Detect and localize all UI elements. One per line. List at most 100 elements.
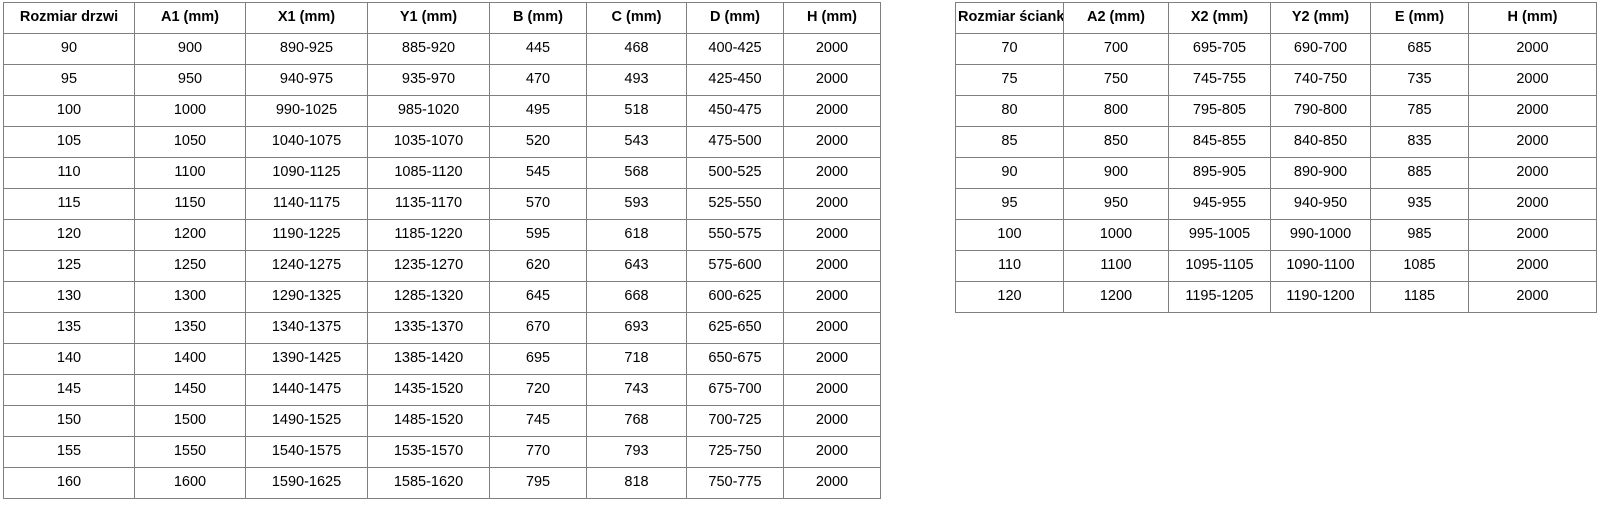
table-cell: 120 xyxy=(955,281,1064,313)
table-cell: 795 xyxy=(489,467,587,499)
table-cell: 625-650 xyxy=(686,312,784,344)
table-cell: 2000 xyxy=(1468,126,1597,158)
doors-table-container: Rozmiar drzwi A1 (mm) X1 (mm) Y1 (mm) B (mm)… xyxy=(3,2,881,499)
table-cell: 1490-1525 xyxy=(245,405,368,437)
table-cell: 940-975 xyxy=(245,64,368,96)
table-cell: 90 xyxy=(955,157,1064,189)
table-cell: 1100 xyxy=(134,157,246,189)
table-cell: 2000 xyxy=(1468,157,1597,189)
table-cell: 620 xyxy=(489,250,587,282)
walls-table-header: Rozmiar ścianki A2 (mm) X2 (mm) Y2 (mm) E (m… xyxy=(955,2,1597,34)
table-row: 145 1450 1440-1475 1435-1520 720 743 675-700 20… xyxy=(3,374,881,406)
table-cell: 718 xyxy=(586,343,687,375)
table-cell: 130 xyxy=(3,281,135,313)
table-cell: 80 xyxy=(955,95,1064,127)
table-row: 110 1100 1090-1125 1085-1120 545 568 500-525 20… xyxy=(3,157,881,189)
walls-column-header: X2 (mm) xyxy=(1168,2,1271,34)
table-cell: 1190-1225 xyxy=(245,219,368,251)
table-row: 160 1600 1590-1625 1585-1620 795 818 750-775 20… xyxy=(3,467,881,499)
table-cell: 895-905 xyxy=(1168,157,1271,189)
table-row: 105 1050 1040-1075 1035-1070 520 543 475-500 20… xyxy=(3,126,881,158)
table-cell: 1435-1520 xyxy=(367,374,490,406)
table-cell: 1400 xyxy=(134,343,246,375)
table-cell: 2000 xyxy=(1468,95,1597,127)
table-row: 95 950 940-975 935-970 470 493 425-450 2000 xyxy=(3,64,881,96)
table-cell: 2000 xyxy=(783,467,881,499)
table-cell: 2000 xyxy=(1468,64,1597,96)
table-cell: 110 xyxy=(3,157,135,189)
table-header-row: Rozmiar ścianki A2 (mm) X2 (mm) Y2 (mm) E (m… xyxy=(955,2,1597,34)
table-cell: 885-920 xyxy=(367,33,490,65)
table-cell: 2000 xyxy=(783,219,881,251)
table-cell: 90 xyxy=(3,33,135,65)
table-cell: 1040-1075 xyxy=(245,126,368,158)
table-cell: 110 xyxy=(955,250,1064,282)
table-cell: 1600 xyxy=(134,467,246,499)
table-cell: 1100 xyxy=(1063,250,1169,282)
table-cell: 1185 xyxy=(1370,281,1469,313)
table-cell: 1090-1100 xyxy=(1270,250,1371,282)
table-cell: 2000 xyxy=(1468,219,1597,251)
table-row: 135 1350 1340-1375 1335-1370 670 693 625-650 20… xyxy=(3,312,881,344)
table-cell: 1450 xyxy=(134,374,246,406)
table-cell: 140 xyxy=(3,343,135,375)
table-row: 130 1300 1290-1325 1285-1320 645 668 600-625 20… xyxy=(3,281,881,313)
table-cell: 495 xyxy=(489,95,587,127)
table-row: 115 1150 1140-1175 1135-1170 570 593 525-550 20… xyxy=(3,188,881,220)
table-cell: 1200 xyxy=(1063,281,1169,313)
table-cell: 793 xyxy=(586,436,687,468)
table-row: 140 1400 1390-1425 1385-1420 695 718 650-675 20… xyxy=(3,343,881,375)
table-row: 70 700 695-705 690-700 685 2000 xyxy=(955,33,1597,65)
table-cell: 845-855 xyxy=(1168,126,1271,158)
table-cell: 2000 xyxy=(783,405,881,437)
doors-column-header: A1 (mm) xyxy=(134,2,246,34)
walls-column-header: E (mm) xyxy=(1370,2,1469,34)
table-cell: 1540-1575 xyxy=(245,436,368,468)
walls-table-container: Rozmiar ścianki A2 (mm) X2 (mm) Y2 (mm) E (m… xyxy=(955,2,1597,313)
table-cell: 690-700 xyxy=(1270,33,1371,65)
table-cell: 155 xyxy=(3,436,135,468)
table-cell: 2000 xyxy=(783,64,881,96)
table-cell: 1390-1425 xyxy=(245,343,368,375)
table-cell: 100 xyxy=(955,219,1064,251)
table-cell: 1335-1370 xyxy=(367,312,490,344)
table-cell: 595 xyxy=(489,219,587,251)
table-cell: 570 xyxy=(489,188,587,220)
table-cell: 750 xyxy=(1063,64,1169,96)
doors-column-header: X1 (mm) xyxy=(245,2,368,34)
table-cell: 900 xyxy=(134,33,246,65)
table-cell: 890-925 xyxy=(245,33,368,65)
table-cell: 1385-1420 xyxy=(367,343,490,375)
table-cell: 500-525 xyxy=(686,157,784,189)
doors-column-header: B (mm) xyxy=(489,2,587,34)
table-row: 100 1000 995-1005 990-1000 985 2000 xyxy=(955,219,1597,251)
table-cell: 1000 xyxy=(134,95,246,127)
table-cell: 745-755 xyxy=(1168,64,1271,96)
table-cell: 770 xyxy=(489,436,587,468)
table-cell: 1000 xyxy=(1063,219,1169,251)
table-cell: 1300 xyxy=(134,281,246,313)
table-row: 80 800 795-805 790-800 785 2000 xyxy=(955,95,1597,127)
table-cell: 445 xyxy=(489,33,587,65)
doors-column-header: D (mm) xyxy=(686,2,784,34)
table-cell: 1535-1570 xyxy=(367,436,490,468)
doors-column-header: Rozmiar drzwi xyxy=(3,2,135,34)
table-cell: 2000 xyxy=(1468,188,1597,220)
table-cell: 150 xyxy=(3,405,135,437)
table-row: 125 1250 1240-1275 1235-1270 620 643 575-600 20… xyxy=(3,250,881,282)
table-cell: 1135-1170 xyxy=(367,188,490,220)
table-cell: 550-575 xyxy=(686,219,784,251)
table-cell: 160 xyxy=(3,467,135,499)
table-cell: 2000 xyxy=(783,126,881,158)
table-cell: 835 xyxy=(1370,126,1469,158)
table-cell: 840-850 xyxy=(1270,126,1371,158)
table-cell: 95 xyxy=(955,188,1064,220)
doors-column-header: Y1 (mm) xyxy=(367,2,490,34)
table-cell: 2000 xyxy=(783,281,881,313)
table-cell: 1550 xyxy=(134,436,246,468)
table-cell: 985-1020 xyxy=(367,95,490,127)
table-cell: 1085 xyxy=(1370,250,1469,282)
table-cell: 1250 xyxy=(134,250,246,282)
table-cell: 2000 xyxy=(783,343,881,375)
